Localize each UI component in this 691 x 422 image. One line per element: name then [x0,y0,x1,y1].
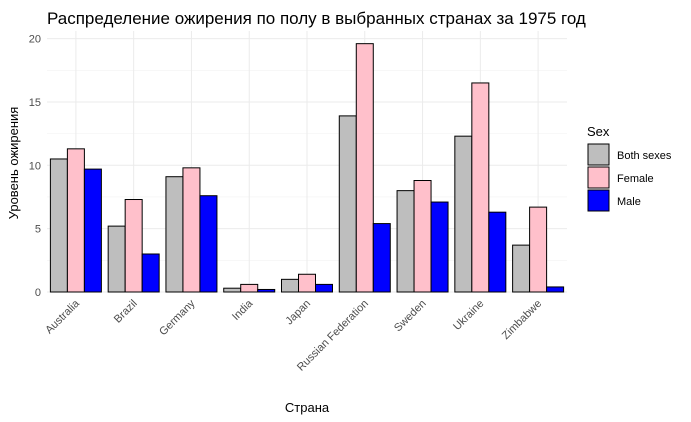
bar [546,286,565,293]
bar [529,206,548,293]
y-tick-label: 10 [29,160,41,172]
y-tick-label: 15 [29,97,41,109]
bar [338,115,357,293]
legend-key [587,143,610,166]
bar [257,288,276,293]
bar [372,223,391,293]
bar [471,82,490,293]
x-tick-label: Japan [283,298,313,328]
x-axis-title: Страна [285,400,330,415]
bar [107,225,126,293]
bar [49,158,68,293]
bar [199,195,218,293]
x-tick-label: India [230,297,256,323]
bar [315,283,333,293]
x-tick-label: Germany [157,297,198,338]
bar [454,135,473,293]
legend-label: Both sexes [617,150,672,162]
x-tick-label: Brazil [112,298,140,326]
bar [430,201,449,293]
bar [298,273,316,293]
x-tick-label: Australia [43,297,82,336]
bar [141,253,160,293]
legend: Sex Both sexes Female Male [587,124,672,212]
bar [240,283,259,293]
x-axis-ticks: Australia Brazil Germany India JapanRussian … [43,297,544,374]
bar [396,190,415,293]
legend-label: Male [617,196,641,208]
y-axis-ticks: 0 5 10 15 20 [29,34,41,299]
bar [281,278,299,293]
legend-key [587,189,610,212]
bars [49,43,565,293]
bar [223,287,242,293]
bar [124,199,143,293]
bar [413,180,432,293]
bar [165,176,184,293]
x-tick-label: Zimbabwe [500,298,544,342]
legend-title: Sex [587,124,610,139]
bar [512,244,531,293]
y-axis-title: Уровень ожирения [6,107,21,220]
legend-label: Female [617,173,654,185]
bar [488,211,507,293]
x-tick-label: Ukraine [451,298,486,333]
bar [182,167,201,293]
y-tick-label: 0 [35,287,41,299]
x-tick-label: Sweden [392,298,429,335]
legend-key [587,166,610,189]
y-tick-label: 20 [29,34,41,46]
bar [355,43,374,293]
y-tick-label: 5 [35,224,41,236]
bar [83,168,102,293]
chart-title: Распределение ожирения по полу в выбранн… [47,9,586,28]
bar [66,148,85,293]
